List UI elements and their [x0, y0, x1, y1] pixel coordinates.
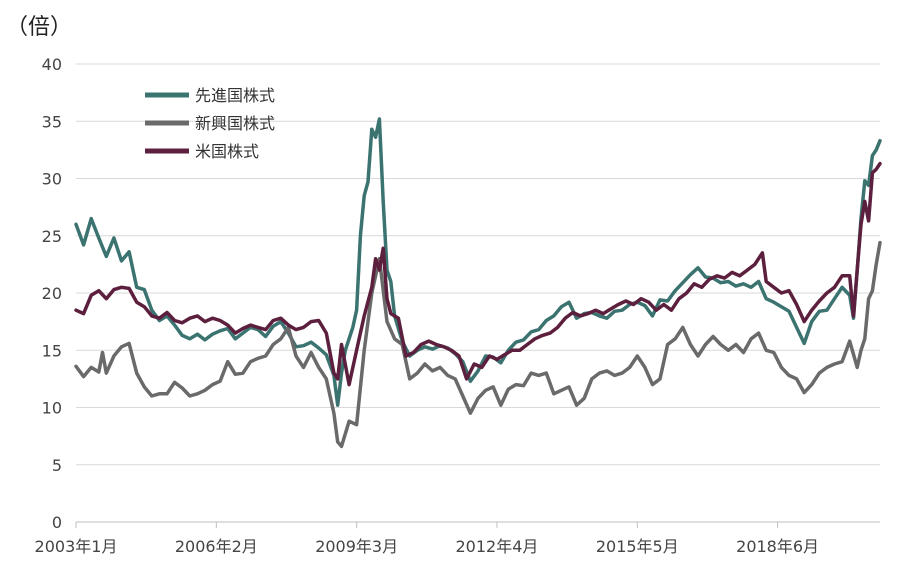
legend-label-1: 新興国株式	[195, 114, 275, 133]
x-tick-label: 2012年4月	[456, 537, 539, 556]
y-tick-label: 25	[42, 227, 62, 246]
x-tick-label: 2015年5月	[596, 537, 679, 556]
y-axis-ticks: 0 5 10 15 20 25 30 35 40	[42, 55, 62, 532]
series-line-0	[74, 117, 882, 407]
y-tick-label: 30	[42, 170, 62, 189]
y-tick-label: 10	[42, 399, 62, 418]
y-tick-label: 15	[42, 341, 62, 360]
gridlines	[76, 63, 880, 466]
y-tick-label: 5	[52, 456, 62, 475]
unit-label: （倍）	[6, 15, 72, 40]
x-tick-label: 2009年3月	[315, 537, 398, 556]
y-tick-label: 0	[52, 513, 62, 532]
legend-label-0: 先進国株式	[195, 86, 275, 105]
y-tick-label: 35	[42, 112, 62, 131]
series-lines	[74, 117, 882, 449]
legend-label-2: 米国株式	[195, 142, 259, 161]
x-tick-label: 2006年2月	[175, 537, 258, 556]
x-tick-label: 2018年6月	[736, 537, 819, 556]
x-tick-label: 2003年1月	[35, 537, 118, 556]
series-line-1	[74, 240, 882, 449]
y-tick-label: 40	[42, 55, 62, 74]
x-axis: 2003年1月 2006年2月 2009年3月 2012年4月 2015年5月 2018年…	[35, 521, 880, 556]
series-line-2	[74, 161, 882, 387]
y-tick-label: 20	[42, 284, 62, 303]
